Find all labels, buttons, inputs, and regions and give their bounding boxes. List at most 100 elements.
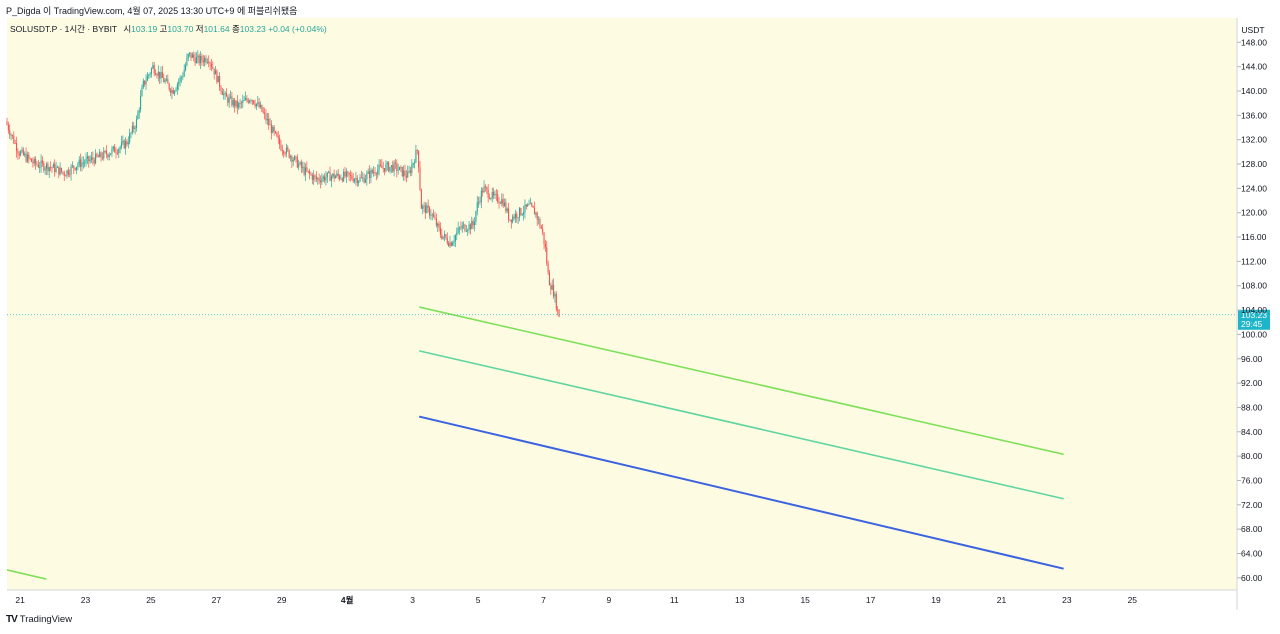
candle-body-230 — [319, 180, 322, 183]
candle-body-185 — [258, 102, 260, 108]
candle-body-99 — [141, 87, 143, 97]
candle-body-31 — [48, 167, 50, 172]
trend-line-2[interactable] — [418, 415, 1064, 570]
candle-body-148 — [208, 61, 210, 64]
candle-body-128 — [180, 77, 183, 79]
candle-body-83 — [119, 146, 121, 150]
candle-body-205 — [285, 147, 287, 154]
candle-body-51 — [75, 166, 78, 170]
candle-body-132 — [186, 57, 188, 66]
candle-body-235 — [326, 172, 328, 178]
candle-body-140 — [197, 55, 199, 58]
candle-body-390 — [538, 219, 540, 220]
candle-body-46 — [69, 174, 71, 176]
candle-body-206 — [287, 147, 289, 151]
candle-body-227 — [315, 176, 317, 180]
candle-body-382 — [527, 204, 529, 207]
candle-body-261 — [362, 177, 364, 179]
candle-body-130 — [183, 69, 185, 77]
candle-body-3 — [10, 134, 12, 136]
candle-body-344 — [475, 211, 477, 222]
candle-body-90 — [129, 133, 131, 143]
candle-body-385 — [531, 203, 533, 206]
candle-body-264 — [366, 173, 368, 180]
candle-body-388 — [535, 212, 537, 215]
candle-body-333 — [460, 227, 462, 229]
candle-body-221 — [307, 170, 309, 172]
candle-body-252 — [349, 175, 352, 176]
candle-body-103 — [146, 75, 148, 81]
candle-body-262 — [363, 177, 365, 183]
candle-body-69 — [100, 152, 102, 158]
plot-area[interactable] — [7, 18, 1237, 590]
candle-body-198 — [276, 132, 278, 137]
candle-body-104 — [148, 74, 150, 76]
trend-line-0[interactable] — [419, 306, 1064, 456]
symbol-label[interactable]: SOLUSDT.P · 1시간 · BYBIT — [10, 24, 117, 34]
candle-body-150 — [210, 63, 213, 68]
candle-body-225 — [313, 175, 315, 180]
trend-line-1[interactable] — [419, 350, 1064, 500]
candle-body-101 — [144, 80, 146, 85]
candle-body-70 — [101, 157, 103, 159]
candle-body-345 — [476, 202, 478, 212]
candle-body-347 — [479, 201, 481, 203]
trend-line-3[interactable] — [6, 569, 47, 580]
candle-body-192 — [268, 118, 270, 125]
price-tick-label-11: 104.00 — [1241, 305, 1267, 315]
candle-body-7 — [15, 143, 18, 152]
low-value: 101.64 — [203, 24, 230, 34]
last-price-label: 103.23 — [1241, 310, 1267, 320]
candle-body-284 — [393, 162, 395, 172]
candle-body-303 — [419, 167, 421, 190]
candle-body-190 — [265, 113, 267, 121]
candle-body-362 — [499, 203, 501, 204]
candle-body-193 — [269, 124, 271, 126]
candle-body-133 — [187, 54, 189, 58]
candle-body-164 — [229, 96, 232, 98]
candle-body-329 — [454, 235, 456, 241]
candle-body-81 — [116, 152, 118, 154]
candle-body-272 — [377, 169, 379, 175]
candle-body-229 — [318, 178, 320, 181]
candle-body-179 — [250, 100, 252, 102]
candle-body-77 — [111, 148, 113, 154]
candle-body-232 — [322, 176, 324, 179]
candle-body-330 — [456, 232, 458, 236]
currency-label[interactable]: USDT — [1241, 25, 1264, 35]
candle-body-16 — [28, 154, 30, 159]
candle-body-89 — [127, 142, 129, 145]
candle-body-39 — [59, 167, 61, 175]
candle-body-100 — [142, 80, 144, 88]
candle-body-151 — [212, 67, 214, 69]
candle-body-111 — [157, 71, 159, 76]
ohlc-values: 시103.19 고103.70 저101.64 종103.23 +0.04 (+… — [123, 24, 326, 34]
candle-body-260 — [360, 177, 362, 179]
last-price-badge[interactable] — [1238, 309, 1270, 330]
candle-body-319 — [441, 234, 443, 239]
candle-body-238 — [330, 176, 332, 181]
candle-body-310 — [428, 207, 431, 216]
candle-body-197 — [274, 131, 277, 133]
chart-frame[interactable]: USDT 103.23 29:45 148.00 144.00 140.00 136.0… — [0, 18, 1280, 610]
candle-body-259 — [359, 177, 361, 182]
candle-body-351 — [484, 186, 486, 188]
price-tick-label-16: 84.00 — [1241, 427, 1263, 437]
price-tick-label-13: 96.00 — [1241, 354, 1263, 364]
candle-body-338 — [467, 230, 469, 231]
candle-body-346 — [478, 201, 480, 203]
candle-body-6 — [14, 143, 16, 144]
candle-body-231 — [321, 178, 323, 183]
candle-body-139 — [195, 57, 198, 64]
candle-body-173 — [242, 100, 244, 104]
candle-body-404 — [557, 309, 559, 311]
candle-body-14 — [25, 153, 27, 162]
candle-body-372 — [513, 216, 515, 219]
candle-body-245 — [340, 178, 342, 180]
candle-body-322 — [445, 234, 447, 238]
time-tick-label-6: 3 — [410, 595, 415, 605]
candle-body-196 — [273, 126, 275, 132]
candle-body-61 — [89, 159, 91, 162]
